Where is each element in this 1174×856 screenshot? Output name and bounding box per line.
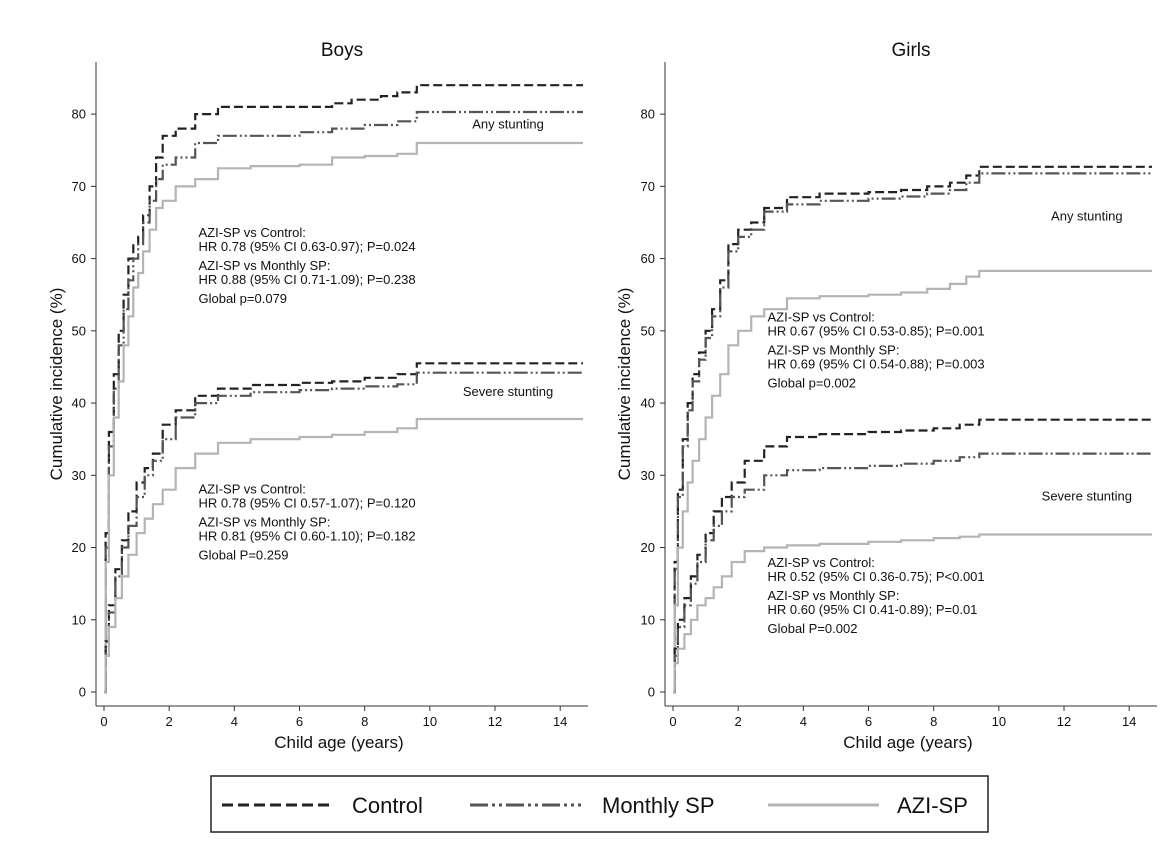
girls-title: Girls xyxy=(891,40,930,61)
boys-annotation-any-stunting: Any stunting xyxy=(472,117,544,132)
panel-girls: Girls 0 10 20 30 40 50 60 70 80 0 2 4 6 8 10 12 14 Child a… xyxy=(615,40,1157,752)
boys-stats-2-line-2: AZI-SP vs Monthly SP: xyxy=(198,258,330,273)
boys-series-any-stunting-azi-sp xyxy=(104,141,583,694)
girls-xtick-label-0: 0 xyxy=(669,714,676,729)
boys-ytick-label-60: 60 xyxy=(72,251,86,266)
boys-xtick-label-10: 10 xyxy=(423,714,437,729)
boys-stats-3-line-0: AZI-SP vs Control: xyxy=(198,481,305,496)
boys-series-severe-stunting-monthly-sp xyxy=(104,371,583,694)
girls-ytick-label-70: 70 xyxy=(641,179,655,194)
boys-stats-3-line-4: Global P=0.259 xyxy=(198,547,288,562)
girls-xtick-label-12: 12 xyxy=(1057,714,1071,729)
boys-ytick-label-80: 80 xyxy=(72,107,86,122)
girls-ytick-label-50: 50 xyxy=(641,323,655,338)
girls-stats-2-line-2: AZI-SP vs Monthly SP: xyxy=(767,342,899,357)
boys-xtick-label-2: 2 xyxy=(166,714,173,729)
girls-annotation-any-stunting: Any stunting xyxy=(1051,208,1123,223)
boys-title: Boys xyxy=(321,40,363,61)
girls-stats-3-line-2: AZI-SP vs Monthly SP: xyxy=(767,588,899,603)
boys-stats-3-line-3: HR 0.81 (95% CI 0.60-1.10); P=0.182 xyxy=(198,528,415,543)
boys-series-severe-stunting-control xyxy=(104,362,583,694)
girls-ylabel: Cumulative incidence (%) xyxy=(615,288,634,481)
girls-xtick-label-4: 4 xyxy=(800,714,807,729)
boys-xtick-label-8: 8 xyxy=(361,714,368,729)
girls-xtick-label-2: 2 xyxy=(735,714,742,729)
girls-xtick-label-14: 14 xyxy=(1122,714,1136,729)
boys-stats-2-line-4: Global p=0.079 xyxy=(198,291,287,306)
girls-ytick-label-0: 0 xyxy=(648,685,655,700)
boys-ytick-label-30: 30 xyxy=(72,468,86,483)
girls-series-severe-stunting-control xyxy=(673,418,1152,694)
girls-xtick-label-6: 6 xyxy=(865,714,872,729)
girls-stats-2-line-4: Global p=0.002 xyxy=(767,375,856,390)
girls-ytick-label-60: 60 xyxy=(641,251,655,266)
girls-ytick-label-40: 40 xyxy=(641,396,655,411)
girls-xtick-label-10: 10 xyxy=(992,714,1006,729)
boys-ytick-label-40: 40 xyxy=(72,396,86,411)
boys-annotation-severe-stunting: Severe stunting xyxy=(463,384,553,399)
boys-ytick-label-50: 50 xyxy=(72,323,86,338)
girls-series-severe-stunting-azi-sp xyxy=(673,533,1152,694)
legend-label-azi-sp: AZI-SP xyxy=(897,793,968,818)
girls-xtick-label-8: 8 xyxy=(930,714,937,729)
girls-series-any-stunting-monthly-sp xyxy=(673,172,1152,694)
girls-stats-3-line-3: HR 0.60 (95% CI 0.41-0.89); P=0.01 xyxy=(767,602,977,617)
girls-annotation-severe-stunting: Severe stunting xyxy=(1042,489,1132,504)
girls-ytick-label-80: 80 xyxy=(641,107,655,122)
boys-stats-3-line-1: HR 0.78 (95% CI 0.57-1.07); P=0.120 xyxy=(198,495,415,510)
boys-stats-2-line-3: HR 0.88 (95% CI 0.71-1.09); P=0.238 xyxy=(198,272,415,287)
boys-ytick-label-0: 0 xyxy=(79,685,86,700)
girls-stats-3-line-0: AZI-SP vs Control: xyxy=(767,555,874,570)
legend: Control Monthly SP AZI-SP xyxy=(210,775,989,833)
boys-ylabel: Cumulative incidence (%) xyxy=(47,288,66,481)
boys-series-severe-stunting-azi-sp xyxy=(104,417,583,694)
panel-boys: Boys 0 10 20 30 40 50 60 70 80 0 2 4 6 8 10 12 14 Child ag… xyxy=(47,40,588,752)
boys-stats-2-line-1: HR 0.78 (95% CI 0.63-0.97); P=0.024 xyxy=(198,239,415,254)
legend-label-control: Control xyxy=(352,793,423,818)
girls-ytick-label-20: 20 xyxy=(641,540,655,555)
boys-ytick-label-10: 10 xyxy=(72,612,86,627)
girls-stats-2-line-3: HR 0.69 (95% CI 0.54-0.88); P=0.003 xyxy=(767,356,984,371)
boys-xtick-label-6: 6 xyxy=(296,714,303,729)
girls-stats-3-line-4: Global P=0.002 xyxy=(767,621,857,636)
boys-xtick-label-12: 12 xyxy=(488,714,502,729)
boys-stats-2-line-0: AZI-SP vs Control: xyxy=(198,225,305,240)
girls-series-any-stunting-azi-sp xyxy=(673,269,1152,694)
legend-label-monthly-sp: Monthly SP xyxy=(602,793,715,818)
boys-xtick-label-4: 4 xyxy=(231,714,238,729)
girls-ytick-label-10: 10 xyxy=(641,612,655,627)
girls-stats-2-line-0: AZI-SP vs Control: xyxy=(767,309,874,324)
girls-series-severe-stunting-monthly-sp xyxy=(673,452,1152,694)
boys-xtick-label-0: 0 xyxy=(100,714,107,729)
girls-stats-2-line-1: HR 0.67 (95% CI 0.53-0.85); P=0.001 xyxy=(767,323,984,338)
boys-ytick-label-70: 70 xyxy=(72,179,86,194)
boys-xtick-label-14: 14 xyxy=(553,714,567,729)
boys-stats-3-line-2: AZI-SP vs Monthly SP: xyxy=(198,514,330,529)
girls-ytick-label-30: 30 xyxy=(641,468,655,483)
girls-xlabel: Child age (years) xyxy=(843,733,972,752)
boys-xlabel: Child age (years) xyxy=(274,733,403,752)
boys-ytick-label-20: 20 xyxy=(72,540,86,555)
girls-stats-3-line-1: HR 0.52 (95% CI 0.36-0.75); P<0.001 xyxy=(767,569,984,584)
